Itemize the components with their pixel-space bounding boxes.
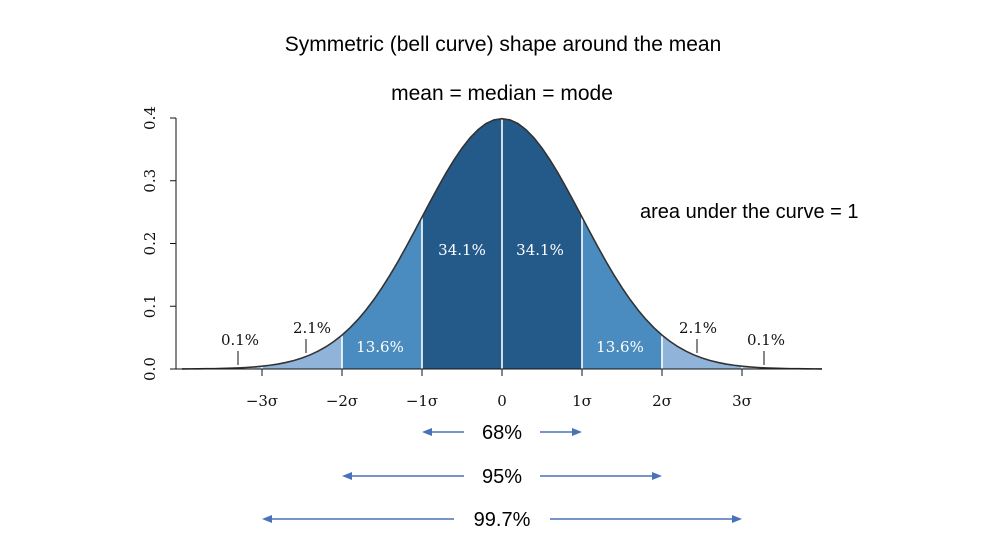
y-tick-label-1: 0.1: [141, 294, 159, 318]
range-arrowhead-left-1: [342, 472, 352, 480]
range-arrowhead-left-0: [422, 428, 432, 436]
x-tick-label-6: 3σ: [732, 392, 752, 410]
region-labels: 34.1% 34.1% 13.6% 13.6% 2.1% 2.1% 0.1% 0.1%: [221, 241, 785, 365]
region-dividers: [261, 118, 743, 369]
region-label-6: 0.1%: [221, 331, 259, 349]
range-label-1: 95%: [482, 466, 522, 488]
range-label-2: 99.7%: [474, 509, 531, 531]
y-tick-label-0: 0.0: [141, 357, 159, 381]
range-arrowhead-right-2: [732, 515, 742, 523]
region-label-3: 13.6%: [596, 338, 644, 356]
y-tick-label-3: 0.3: [141, 169, 159, 193]
region-label-5: 2.1%: [679, 319, 717, 337]
y-tick-label-4: 0.4: [141, 106, 159, 130]
region-label-2: 13.6%: [356, 338, 404, 356]
x-tick-label-4: 1σ: [572, 392, 592, 410]
y-ticks: 0.0 0.1 0.2 0.3 0.4: [141, 106, 176, 381]
range-1: 95%: [342, 466, 662, 488]
x-tick-label-1: −2σ: [326, 392, 358, 410]
x-tick-label-0: −3σ: [246, 392, 278, 410]
region-label-0: 34.1%: [438, 241, 486, 259]
y-tick-label-2: 0.2: [141, 232, 159, 256]
x-ticks: −3σ −2σ −1σ 0 1σ 2σ 3σ: [246, 369, 752, 410]
range-arrowhead-right-0: [572, 428, 582, 436]
chart-subtitle: mean = median = mode: [391, 82, 613, 105]
range-0: 68%: [422, 422, 582, 444]
range-2: 99.7%: [262, 509, 742, 531]
x-tick-label-2: −1σ: [406, 392, 438, 410]
range-arrowhead-left-2: [262, 515, 272, 523]
region-label-7: 0.1%: [747, 331, 785, 349]
region-4: [262, 335, 342, 369]
region-label-4: 2.1%: [293, 319, 331, 337]
region-5: [662, 335, 742, 369]
range-arrowhead-right-1: [652, 472, 662, 480]
region-label-1: 34.1%: [516, 241, 564, 259]
range-arrows: 68% 95% 99.7%: [262, 422, 742, 531]
range-label-0: 68%: [482, 422, 522, 444]
x-tick-label-5: 2σ: [652, 392, 672, 410]
x-tick-label-3: 0: [497, 392, 507, 410]
bell-curve: [181, 117, 823, 370]
area-annotation: area under the curve = 1: [640, 201, 858, 223]
chart-title: Symmetric (bell curve) shape around the …: [285, 33, 722, 56]
